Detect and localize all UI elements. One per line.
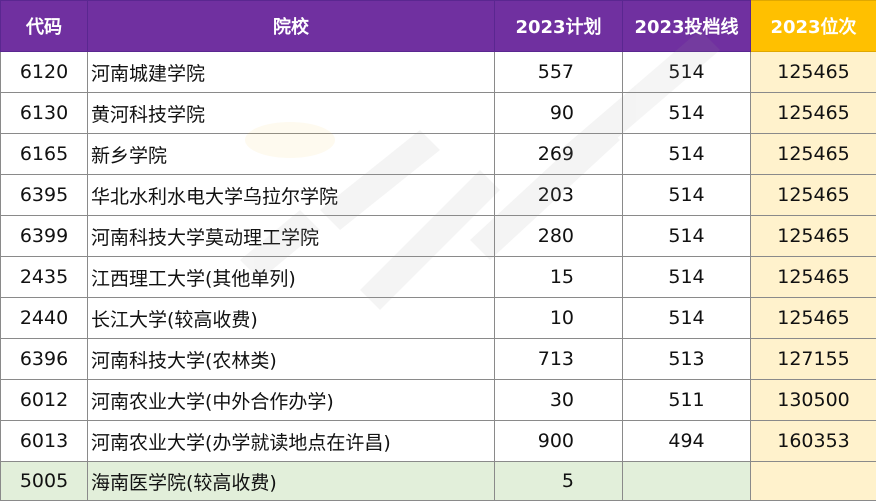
school-name-cell: 海南医学院(较高收费) bbox=[87, 461, 495, 501]
rank-cell: 125465 bbox=[750, 51, 876, 93]
code-cell: 6120 bbox=[0, 51, 88, 93]
code-cell: 6399 bbox=[0, 215, 88, 257]
table-row: 5005 海南医学院(较高收费) 5 bbox=[0, 461, 876, 501]
score-line-cell bbox=[622, 461, 751, 501]
table-row: 6165 新乡学院 269 514 125465 bbox=[0, 133, 876, 175]
score-line-cell: 511 bbox=[622, 379, 751, 421]
code-cell: 2440 bbox=[0, 297, 88, 339]
rank-cell: 125465 bbox=[750, 174, 876, 216]
score-line-cell: 514 bbox=[622, 215, 751, 257]
rank-cell bbox=[750, 461, 876, 501]
table-row: 6395 华北水利水电大学乌拉尔学院 203 514 125465 bbox=[0, 174, 876, 216]
plan-cell: 900 bbox=[494, 420, 623, 462]
header-score-line: 2023投档线 bbox=[622, 0, 751, 52]
score-line-cell: 494 bbox=[622, 420, 751, 462]
plan-cell: 280 bbox=[494, 215, 623, 257]
rank-cell: 125465 bbox=[750, 92, 876, 134]
plan-cell: 5 bbox=[494, 461, 623, 501]
rank-cell: 125465 bbox=[750, 215, 876, 257]
score-line-cell: 514 bbox=[622, 51, 751, 93]
score-line-cell: 514 bbox=[622, 133, 751, 175]
header-row: 代码 院校 2023计划 2023投档线 2023位次 bbox=[0, 0, 876, 52]
code-cell: 6395 bbox=[0, 174, 88, 216]
header-school: 院校 bbox=[87, 0, 495, 52]
school-name-cell: 河南农业大学(办学就读地点在许昌) bbox=[87, 420, 495, 462]
code-cell: 6396 bbox=[0, 338, 88, 380]
score-line-cell: 514 bbox=[622, 256, 751, 298]
plan-cell: 713 bbox=[494, 338, 623, 380]
table-row: 6130 黄河科技学院 90 514 125465 bbox=[0, 92, 876, 134]
plan-cell: 269 bbox=[494, 133, 623, 175]
plan-cell: 10 bbox=[494, 297, 623, 339]
code-cell: 2435 bbox=[0, 256, 88, 298]
header-rank: 2023位次 bbox=[750, 0, 876, 52]
rank-cell: 125465 bbox=[750, 256, 876, 298]
plan-cell: 90 bbox=[494, 92, 623, 134]
table-row: 6120 河南城建学院 557 514 125465 bbox=[0, 51, 876, 93]
rank-cell: 130500 bbox=[750, 379, 876, 421]
code-cell: 6012 bbox=[0, 379, 88, 421]
table-row: 2435 江西理工大学(其他单列) 15 514 125465 bbox=[0, 256, 876, 298]
header-code: 代码 bbox=[0, 0, 88, 52]
header-plan: 2023计划 bbox=[494, 0, 623, 52]
code-cell: 6013 bbox=[0, 420, 88, 462]
score-line-cell: 514 bbox=[622, 297, 751, 339]
school-name-cell: 河南农业大学(中外合作办学) bbox=[87, 379, 495, 421]
school-name-cell: 黄河科技学院 bbox=[87, 92, 495, 134]
plan-cell: 30 bbox=[494, 379, 623, 421]
table-row: 6396 河南科技大学(农林类) 713 513 127155 bbox=[0, 338, 876, 380]
rank-cell: 125465 bbox=[750, 297, 876, 339]
school-name-cell: 长江大学(较高收费) bbox=[87, 297, 495, 339]
score-line-cell: 514 bbox=[622, 174, 751, 216]
school-name-cell: 河南城建学院 bbox=[87, 51, 495, 93]
school-name-cell: 华北水利水电大学乌拉尔学院 bbox=[87, 174, 495, 216]
school-name-cell: 河南科技大学(农林类) bbox=[87, 338, 495, 380]
plan-cell: 15 bbox=[494, 256, 623, 298]
code-cell: 6130 bbox=[0, 92, 88, 134]
rank-cell: 125465 bbox=[750, 133, 876, 175]
score-line-cell: 513 bbox=[622, 338, 751, 380]
rank-cell: 127155 bbox=[750, 338, 876, 380]
plan-cell: 203 bbox=[494, 174, 623, 216]
school-name-cell: 河南科技大学莫动理工学院 bbox=[87, 215, 495, 257]
score-line-cell: 514 bbox=[622, 92, 751, 134]
school-name-cell: 新乡学院 bbox=[87, 133, 495, 175]
school-name-cell: 江西理工大学(其他单列) bbox=[87, 256, 495, 298]
table-row: 2440 长江大学(较高收费) 10 514 125465 bbox=[0, 297, 876, 339]
plan-cell: 557 bbox=[494, 51, 623, 93]
table-row: 6012 河南农业大学(中外合作办学) 30 511 130500 bbox=[0, 379, 876, 421]
table-row: 6399 河南科技大学莫动理工学院 280 514 125465 bbox=[0, 215, 876, 257]
code-cell: 6165 bbox=[0, 133, 88, 175]
code-cell: 5005 bbox=[0, 461, 88, 501]
table-row: 6013 河南农业大学(办学就读地点在许昌) 900 494 160353 bbox=[0, 420, 876, 462]
rank-cell: 160353 bbox=[750, 420, 876, 462]
